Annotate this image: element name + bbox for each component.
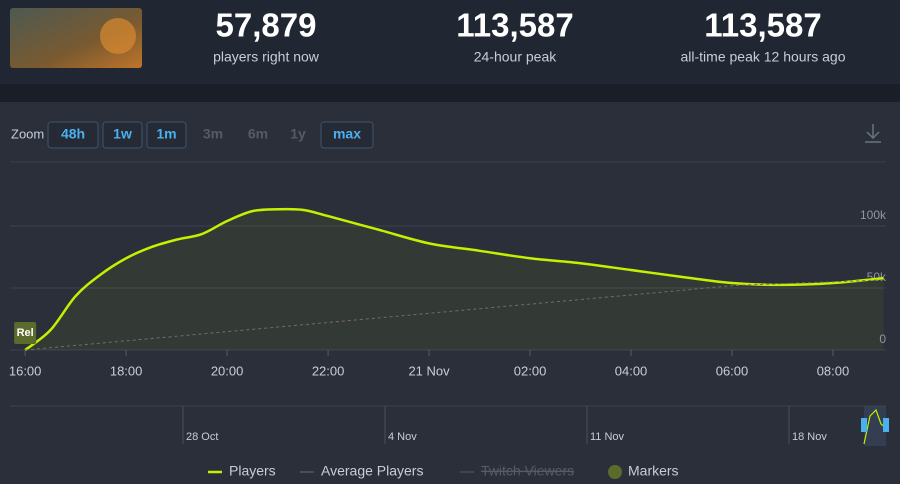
- zoom-option[interactable]: 1m: [156, 126, 176, 142]
- navigator-label: 11 Nov: [590, 431, 625, 443]
- x-tick-label: 08:00: [817, 363, 850, 378]
- legend-label[interactable]: Markers: [628, 463, 679, 479]
- navigator-preview: [863, 408, 887, 445]
- separator: [0, 84, 900, 102]
- legend-label[interactable]: Players: [229, 463, 276, 479]
- navigator-label: 18 Nov: [792, 431, 827, 443]
- x-tick-label: 16:00: [9, 363, 42, 378]
- zoom-option[interactable]: max: [333, 126, 361, 142]
- stat-value: 113,587: [456, 7, 573, 44]
- stat-label: players right now: [213, 49, 320, 65]
- zoom-option[interactable]: 48h: [61, 126, 85, 142]
- zoom-button[interactable]: [47, 121, 99, 149]
- zoom-option[interactable]: 1w: [113, 126, 132, 142]
- cover-art: [100, 18, 136, 54]
- marker-label: Rel: [17, 327, 34, 339]
- navigator-label: 4 Nov: [388, 431, 417, 443]
- series-area: [25, 209, 884, 350]
- x-tick-label: 18:00: [110, 363, 143, 378]
- zoom-label: Zoom: [11, 126, 44, 141]
- legend-label[interactable]: Twitch Viewers: [481, 463, 574, 479]
- marker[interactable]: [14, 322, 37, 344]
- series-line: [24, 207, 884, 351]
- legend-label[interactable]: Average Players: [321, 463, 423, 479]
- x-tick-label: 06:00: [716, 363, 749, 378]
- zoom-button[interactable]: [146, 121, 187, 149]
- stat-label: 24-hour peak: [474, 49, 558, 65]
- y-tick-label: 50k: [867, 270, 887, 284]
- x-tick-label: 21 Nov: [408, 363, 450, 378]
- x-tick-label: 20:00: [211, 363, 244, 378]
- stat-value: 57,879: [216, 7, 317, 44]
- header-bg: [0, 0, 900, 84]
- zoom-button[interactable]: [320, 121, 374, 149]
- navigator-handle[interactable]: [861, 418, 867, 432]
- chart-panel: [0, 102, 900, 484]
- y-tick-label: 0: [879, 332, 886, 346]
- x-tick-label: 22:00: [312, 363, 345, 378]
- download-arrow: [866, 131, 880, 140]
- navigator-handle[interactable]: [883, 418, 889, 432]
- y-tick-label: 100k: [860, 208, 887, 222]
- zoom-option: 1y: [290, 126, 306, 142]
- x-tick-label: 04:00: [615, 363, 648, 378]
- legend-swatch[interactable]: [608, 465, 622, 479]
- series-line: [25, 279, 884, 351]
- navigator-label: 28 Oct: [186, 431, 218, 443]
- zoom-option: 6m: [248, 126, 268, 142]
- download-icon[interactable]: [865, 124, 881, 143]
- zoom-option: 3m: [203, 126, 223, 142]
- x-tick-label: 02:00: [514, 363, 547, 378]
- stat-label: all-time peak 12 hours ago: [681, 49, 846, 65]
- stat-value: 113,587: [704, 7, 821, 44]
- zoom-button[interactable]: [102, 121, 143, 149]
